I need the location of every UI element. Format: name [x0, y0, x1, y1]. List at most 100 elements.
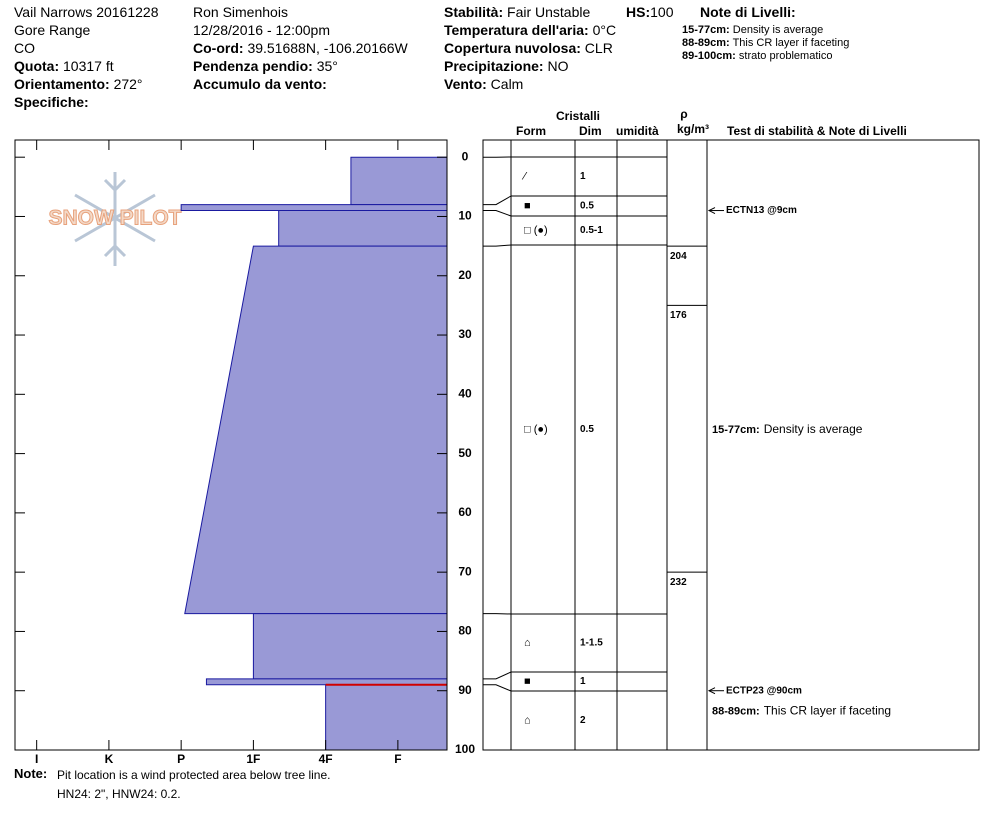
label: Vento:: [444, 76, 487, 92]
column-header: kg/m³: [677, 122, 709, 136]
value: 100: [650, 4, 674, 20]
crystal-form: □ (●): [524, 423, 548, 435]
footer-line: Pit location is a wind protected area be…: [57, 768, 331, 782]
hardness-layer: [252, 613, 448, 680]
value: 10317 ft: [63, 58, 114, 74]
crystal-form: □ (●): [524, 224, 548, 236]
note-text: Density is average: [764, 422, 863, 436]
column-header: umidità: [616, 124, 659, 138]
footer-line: HN24: 2", HNW24: 0.2.: [57, 787, 181, 801]
layer-note: 88-89cm: This CR layer if faceting: [682, 37, 849, 49]
label: Stabilità:: [444, 4, 504, 20]
crystal-form: ■: [524, 675, 531, 687]
depth-label: 60: [458, 505, 472, 519]
crystal-size: 2: [580, 715, 586, 726]
crystal-form: ⁄: [521, 170, 528, 182]
density-value: 232: [670, 577, 687, 588]
crystal-size: 1: [580, 676, 586, 687]
crystal-size: 0.5: [580, 424, 594, 435]
crystal-form: ⌂: [524, 637, 531, 649]
column-header: Dim: [579, 124, 602, 138]
depth-label: 20: [458, 268, 472, 282]
label: Co-ord:: [193, 40, 244, 56]
text: This CR layer if faceting: [732, 37, 850, 49]
depth-label: 100: [455, 742, 475, 756]
sky: Copertura nuvolosa: CLR: [444, 40, 613, 56]
state: CO: [14, 40, 35, 56]
layer-connector: [483, 210, 512, 217]
depth-label: 90: [458, 683, 472, 697]
chart-frame: [14, 139, 448, 751]
label: Pendenza pendio:: [193, 58, 313, 74]
test-result: ECTP23 @90cm: [726, 685, 802, 696]
layer-connector: [483, 195, 512, 206]
wind: Vento: Calm: [444, 76, 523, 92]
test-result: ECTN13 @9cm: [726, 205, 797, 216]
label: Temperatura dell'aria:: [444, 22, 589, 38]
elevation: Quota: 10317 ft: [14, 58, 114, 74]
observer: Ron Simenhois: [193, 4, 288, 20]
wind-loading: Accumulo da vento:: [193, 76, 327, 92]
depth-label: 80: [458, 624, 472, 638]
air-temp: Temperatura dell'aria: 0°C: [444, 22, 616, 38]
crystal-size: 1: [580, 171, 586, 182]
hs: HS:100: [626, 4, 673, 20]
text: strato problematico: [738, 50, 833, 62]
crystal-form: ⌂: [524, 714, 531, 726]
label: HS:: [626, 4, 651, 20]
hardness-label: P: [177, 752, 185, 766]
aspect: Orientamento: 272°: [14, 76, 143, 92]
location: Vail Narrows 20161228: [14, 4, 159, 20]
value: 272°: [113, 76, 143, 92]
density-value: 204: [670, 251, 687, 262]
hardness-layer: [184, 245, 448, 615]
value: 39.51688N, -106.20166W: [247, 40, 408, 56]
layer-notes-title: Note di Livelli:: [700, 4, 796, 20]
coords: Co-ord: 39.51688N, -106.20166W: [193, 40, 408, 56]
note-range: 15-77cm:: [712, 424, 760, 436]
hardness-label: F: [394, 752, 401, 766]
column-header: Form: [516, 124, 546, 138]
label: Orientamento:: [14, 76, 110, 92]
value: CLR: [584, 40, 613, 56]
hardness-label: 1F: [246, 752, 260, 766]
column-header: Test di stabilità & Note di Livelli: [727, 124, 907, 138]
table-frame: [482, 139, 980, 751]
layer-note: 89-100cm: strato problematico: [682, 50, 832, 62]
value: NO: [547, 58, 569, 74]
column-header: ρ: [680, 107, 687, 121]
range: 89-100cm:: [682, 50, 736, 62]
precip: Precipitazione: NO: [444, 58, 568, 74]
range: Gore Range: [14, 22, 91, 38]
crystal-size: 0.5-1: [580, 225, 603, 236]
depth-label: 70: [458, 564, 472, 578]
hardness-layer: [325, 684, 448, 751]
layer-connector: [483, 244, 512, 247]
value: Calm: [490, 76, 524, 92]
depth-label: 50: [458, 446, 472, 460]
hardness-label: I: [35, 752, 38, 766]
layer-note: 15-77cm: Density is average: [682, 24, 823, 36]
range: 88-89cm:: [682, 37, 730, 49]
label: Quota:: [14, 58, 60, 74]
logo: [74, 172, 156, 266]
value: Fair Unstable: [507, 4, 591, 20]
note-range: 88-89cm:: [712, 705, 760, 717]
datetime: 12/28/2016 - 12:00pm: [193, 22, 330, 38]
depth-label: 10: [458, 209, 472, 223]
specifics: Specifiche:: [14, 94, 89, 110]
crystal-size: 1-1.5: [580, 638, 603, 649]
logo-text: SNOW PILOT: [49, 207, 182, 230]
stability: Stabilità: Fair Unstable: [444, 4, 590, 20]
hardness-layer: [180, 204, 448, 212]
text: Density is average: [732, 24, 824, 36]
layer-connector: [483, 671, 512, 680]
hardness-label: K: [105, 752, 114, 766]
arrow-head: [707, 687, 716, 695]
crystal-size: 0.5: [580, 201, 594, 212]
note-text: This CR layer if faceting: [764, 704, 891, 718]
crystal-form: ■: [524, 200, 531, 212]
arrow-head: [707, 207, 716, 214]
